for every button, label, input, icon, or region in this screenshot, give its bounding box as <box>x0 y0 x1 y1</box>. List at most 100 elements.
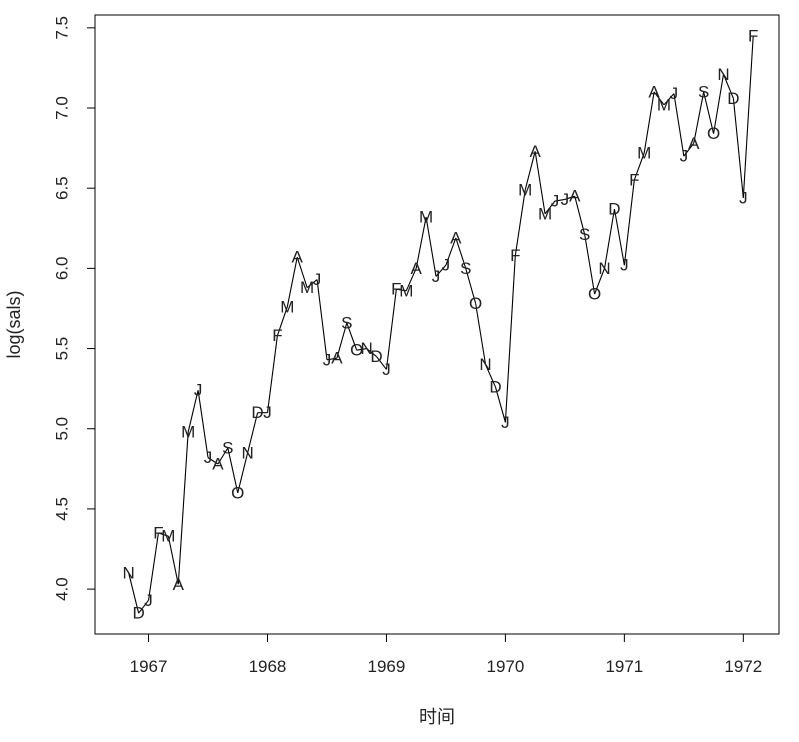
series-line-segment <box>504 255 516 423</box>
data-point-label: N <box>479 355 491 374</box>
data-point-label: J <box>551 192 560 211</box>
series-line-segment <box>673 93 685 157</box>
series-line-segment <box>138 599 149 614</box>
series-line-segment <box>266 335 278 413</box>
series-line-segment <box>465 268 477 304</box>
data-point-label: M <box>300 278 314 297</box>
series-line-segment <box>316 279 328 360</box>
data-point-label: A <box>292 248 304 267</box>
series-line-segment <box>435 264 447 277</box>
data-point-label: M <box>161 527 175 546</box>
data-point-label: M <box>657 95 671 114</box>
data-point-label: F <box>391 280 401 299</box>
y-tick-label: 6.0 <box>52 257 71 281</box>
data-point-label: F <box>510 246 520 265</box>
y-axis: 4.0 4.5 5.0 5.5 6.0 6.5 7.0 7.5 <box>52 16 96 601</box>
data-point-label: N <box>717 65 729 84</box>
series-line-segment <box>445 237 457 266</box>
data-point-label: J <box>263 403 272 422</box>
data-point-label: J <box>382 360 391 379</box>
data-point-label: O <box>231 483 244 502</box>
data-point-label: A <box>450 228 462 247</box>
series-line-segment <box>366 348 377 358</box>
data-point-label: F <box>272 326 282 345</box>
series-line-segment <box>524 151 536 190</box>
series-line-segment <box>623 180 635 266</box>
series-line-segment <box>703 91 715 134</box>
x-tick-label: 1968 <box>249 657 287 676</box>
data-point-label: D <box>132 604 144 623</box>
series-line-segment <box>376 356 387 370</box>
series-line-segment <box>217 447 229 465</box>
series-line-segment <box>633 152 645 181</box>
series-line-segment <box>732 98 744 198</box>
data-point-label: D <box>251 403 263 422</box>
data-point-label: O <box>350 341 363 360</box>
x-axis: 1967 1968 1969 1970 1971 1972 <box>130 633 762 676</box>
series-line-segment <box>396 288 407 292</box>
series-line-segment <box>485 364 496 388</box>
data-point-label: J <box>323 350 332 369</box>
series-line-segment <box>603 208 615 269</box>
series-line-segment <box>237 452 249 494</box>
data-point-label: S <box>341 313 352 332</box>
series-line-segment <box>147 532 159 601</box>
data-point-label: J <box>561 190 570 209</box>
series-line-segment <box>475 303 487 365</box>
series-line-segment <box>713 74 725 134</box>
data-point-label: J <box>442 256 451 275</box>
series-line-segment <box>177 431 189 585</box>
x-tick-label: 1967 <box>130 657 168 676</box>
series-line-segment <box>306 279 318 289</box>
data-point-label: A <box>688 134 700 153</box>
data-point-label: J <box>432 267 441 286</box>
data-point-label: J <box>620 256 629 275</box>
series-line-segment <box>494 386 506 423</box>
series-line-segment <box>286 257 298 307</box>
series-line-segment <box>613 208 625 266</box>
data-point-label: J <box>739 188 748 207</box>
data-point-label: S <box>698 82 709 101</box>
data-point-label: A <box>331 349 343 368</box>
series-line-segment <box>296 256 308 288</box>
data-point-label: J <box>194 381 203 400</box>
y-axis-title: log(sals) <box>4 290 24 358</box>
data-point-label: M <box>419 208 433 227</box>
data-point-label: A <box>411 259 423 278</box>
series-line-segment <box>574 196 586 235</box>
series-line-segment <box>683 142 695 157</box>
data-point-label: O <box>588 285 601 304</box>
series-line-segment <box>227 447 239 493</box>
x-tick-label: 1972 <box>724 657 762 676</box>
data-point-label: F <box>629 171 639 190</box>
data-point-label: O <box>469 294 482 313</box>
y-tick-label: 7.5 <box>52 16 71 40</box>
data-point-label: N <box>598 259 610 278</box>
series-line-segment <box>584 234 596 295</box>
data-point-label: A <box>569 187 581 206</box>
data-point-label: A <box>648 82 660 101</box>
data-point-label: D <box>608 200 620 219</box>
data-point-label: J <box>204 448 213 467</box>
series-line-segment <box>187 390 199 433</box>
series-line-segment <box>544 200 556 215</box>
data-point-label: N <box>360 339 372 358</box>
data-point-label: D <box>489 378 501 397</box>
series-line-segment <box>326 357 337 361</box>
data-point-label: J <box>670 84 679 103</box>
x-tick-label: 1971 <box>605 657 643 676</box>
series-line-segment <box>742 35 754 198</box>
data-point-label: D <box>370 347 382 366</box>
data-point-label: D <box>727 89 739 108</box>
series-line-segment <box>207 457 219 465</box>
series-line-segment <box>247 412 259 453</box>
data-point-label: S <box>460 259 471 278</box>
y-tick-label: 6.5 <box>52 176 71 200</box>
data-point-label: N <box>242 443 254 462</box>
series-line-segment <box>653 91 665 106</box>
series-line-segment <box>693 91 705 144</box>
y-tick-label: 4.0 <box>52 577 71 601</box>
series-line-segment <box>594 268 606 295</box>
series-line-segment <box>385 289 397 370</box>
